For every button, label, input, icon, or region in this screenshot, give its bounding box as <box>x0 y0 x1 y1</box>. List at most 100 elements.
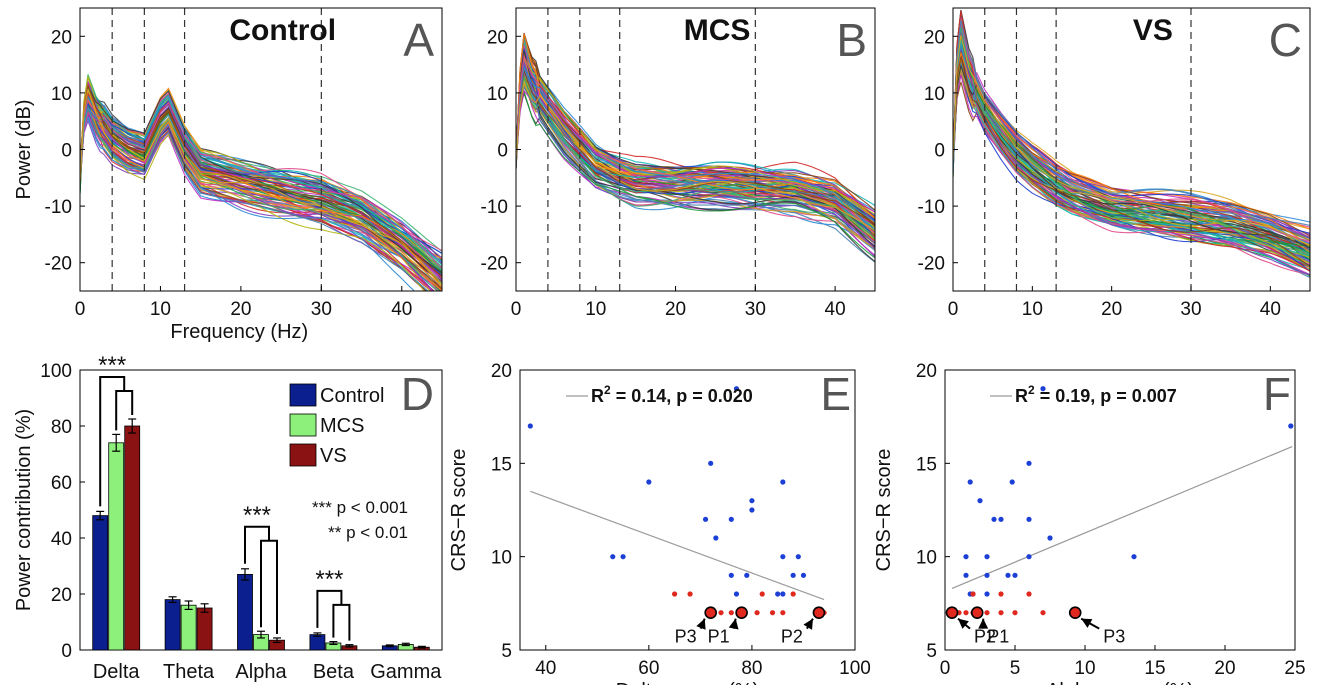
mcs-point <box>984 554 990 560</box>
spectrum-line <box>80 88 442 287</box>
patient-label: P3 <box>675 627 697 647</box>
y-tick-label: 20 <box>51 585 72 606</box>
y-tick-label: 15 <box>491 454 512 475</box>
mcs-point <box>1026 460 1032 466</box>
spectrum-panel-b: 0 10 20 30 40 -20 -10 0 10 20 MCS B <box>481 7 876 320</box>
fit-statistic: R2 = 0.14, p = 0.020 <box>591 383 753 406</box>
bar <box>196 607 213 651</box>
y-tick-label: 5 <box>926 641 937 662</box>
mcs-point <box>749 507 755 513</box>
category-label: Gamma <box>370 661 442 683</box>
spectrum-line <box>80 97 426 291</box>
spectrum-line <box>80 74 442 270</box>
arrow-head <box>803 618 813 630</box>
panel-letter: C <box>1269 14 1302 66</box>
y-tick-label: 20 <box>491 361 512 382</box>
arrow-head <box>1081 618 1093 628</box>
vs-point <box>963 610 969 616</box>
y-tick-label: 10 <box>51 84 72 105</box>
y-tick-label: -10 <box>45 197 72 218</box>
vs-point <box>984 610 990 616</box>
spectrum-line <box>953 27 1310 254</box>
legend-swatch <box>289 443 317 467</box>
spectrum-line <box>80 82 442 278</box>
y-tick-label: 40 <box>51 529 72 550</box>
mcs-point <box>1005 572 1011 578</box>
y-tick-label: 5 <box>501 641 512 662</box>
y-tick-label: 20 <box>924 27 945 48</box>
patient-label: P1 <box>987 627 1009 647</box>
mcs-point <box>780 591 786 597</box>
category-label: Delta <box>93 661 141 683</box>
x-tick-label: 5 <box>1010 658 1021 679</box>
y-tick-label: 20 <box>487 27 508 48</box>
mcs-point <box>1047 535 1053 541</box>
y-tick-label: 20 <box>51 27 72 48</box>
category-label: Beta <box>313 661 355 683</box>
y-tick-label: 10 <box>916 548 937 569</box>
spectrum-line <box>80 98 442 269</box>
spectrum-line <box>516 75 875 211</box>
x-tick-label: 20 <box>665 299 686 320</box>
mcs-point <box>1288 423 1294 429</box>
x-tick-label: 20 <box>1101 299 1122 320</box>
mcs-point <box>610 554 616 560</box>
mcs-point <box>1012 572 1018 578</box>
mcs-point <box>733 386 740 392</box>
mcs-point <box>998 516 1004 522</box>
vs-point <box>998 610 1004 616</box>
legend-swatch <box>289 383 317 407</box>
y-tick-label: 60 <box>51 473 72 494</box>
spectrum-line <box>953 21 1310 242</box>
significance-bracket <box>99 376 126 507</box>
x-axis-label: Delta power (%) <box>616 680 759 685</box>
spectrum-line <box>516 91 875 263</box>
highlighted-point <box>812 606 826 619</box>
legend-label: Control <box>320 385 384 407</box>
y-axis-label: Power contribution (%) <box>13 409 35 611</box>
vs-point <box>718 610 724 616</box>
x-tick-label: 0 <box>75 299 86 320</box>
spectrum-line <box>953 56 1310 267</box>
vs-point <box>970 591 976 597</box>
vs-point <box>769 610 776 616</box>
patient-label: P2 <box>974 627 996 647</box>
spectrum-line <box>953 56 1310 276</box>
stat-rest: = 0.14, p = 0.020 <box>611 386 753 406</box>
y-tick-label: 20 <box>916 361 937 382</box>
spectrum-line <box>516 81 875 232</box>
significance-stars: *** <box>243 502 271 529</box>
mcs-point <box>713 535 719 541</box>
legend-swatch <box>289 413 317 437</box>
category-label: Theta <box>163 661 215 683</box>
y-tick-label: -20 <box>918 254 945 275</box>
x-tick-label: 30 <box>1180 299 1201 320</box>
x-tick-label: 30 <box>745 299 766 320</box>
y-axis-label: CRS−R score <box>873 449 895 572</box>
significance-stars: *** <box>315 566 343 593</box>
x-tick-label: 40 <box>535 658 556 679</box>
spectrum-line <box>516 70 875 225</box>
significance-stars: *** <box>98 352 126 379</box>
spectrum-line <box>516 90 875 259</box>
scatter-panel-e: R2 = 0.14, p = 0.020 P3 P1 P2 40 60 80 100 5 10 15… <box>448 361 871 685</box>
x-tick-label: 20 <box>1214 658 1235 679</box>
mcs-point <box>749 498 755 504</box>
panel-title: VS <box>1133 14 1173 47</box>
y-tick-label: 100 <box>40 361 72 382</box>
mcs-point <box>790 572 796 578</box>
x-tick-label: 0 <box>511 299 522 320</box>
x-tick-label: 80 <box>741 658 762 679</box>
panel-letter: D <box>401 368 434 420</box>
mcs-point <box>977 498 983 504</box>
spectrum-line <box>516 82 875 239</box>
patient-label: P2 <box>781 627 803 647</box>
spectrum-line <box>953 63 1310 249</box>
spectrum-panel-c: 0 10 20 30 40 -20 -10 0 10 20 VS C <box>918 7 1311 320</box>
mcs-point <box>963 554 969 560</box>
bar <box>124 425 141 651</box>
mcs-point <box>646 479 652 485</box>
panel-letter: F <box>1263 368 1291 420</box>
x-tick-label: 15 <box>1144 658 1165 679</box>
significance-legend: ** p < 0.01 <box>328 523 408 542</box>
